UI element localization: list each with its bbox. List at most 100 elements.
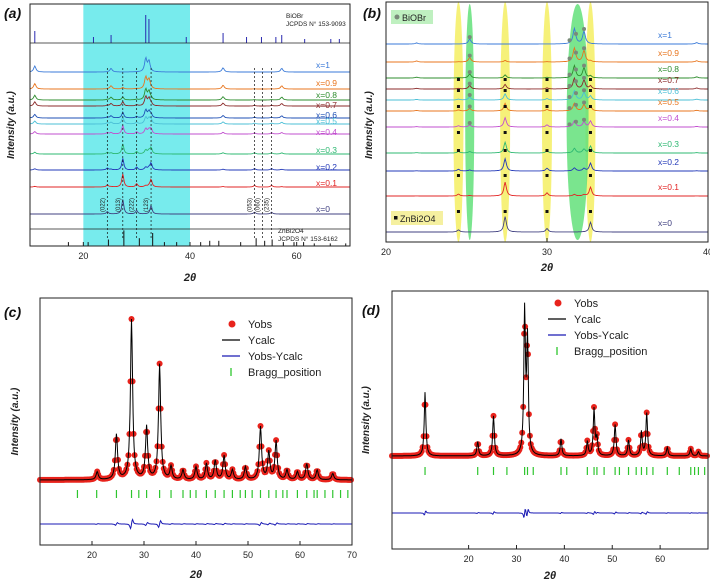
biobr-marker <box>573 91 578 96</box>
x-axis-tick-label: 20 <box>87 550 97 560</box>
ycalc-line <box>40 318 352 481</box>
biobr-ref-name: BiOBr <box>286 13 304 20</box>
miller-index-label: (022) <box>100 198 106 212</box>
biobr-marker <box>567 94 572 99</box>
znbi2o4-marker <box>545 131 549 134</box>
biobr-marker <box>573 119 578 124</box>
znbi2o4-ref-card: JCPDS N° 153-6162 <box>278 235 338 243</box>
ycalc-line <box>392 302 708 457</box>
legend-ycalc-text: Ycalc <box>574 314 601 326</box>
znbi2o4-marker <box>545 105 549 108</box>
biobr-marker <box>567 72 572 77</box>
x-axis-label: 2θ <box>189 569 202 581</box>
series-label: x=0.5 <box>658 97 679 107</box>
znbi2o4-marker <box>503 210 507 213</box>
yellow-highlight-band <box>453 2 464 242</box>
x-axis-tick-label: 30 <box>542 247 552 257</box>
x-axis-label: 2θ <box>183 272 196 284</box>
legend-yobs-text: Yobs <box>248 319 273 331</box>
biobr-marker <box>582 46 587 51</box>
trace-x=0.7 <box>386 76 708 90</box>
znbi2o4-ref-name: ZnBi2O4 <box>278 228 304 235</box>
znbi2o4-legend-marker <box>394 216 398 220</box>
biobr-marker <box>467 121 472 126</box>
series-label: x=0.4 <box>316 127 337 137</box>
trace-x=0.7 <box>29 94 350 107</box>
legend-yobs-marker <box>554 299 562 307</box>
miller-index-label: (235) <box>265 198 271 212</box>
znbi2o4-marker <box>503 105 507 108</box>
x-axis-tick-label: 20 <box>464 554 474 564</box>
trace-x=0.4 <box>386 116 708 128</box>
series-label: x=0.7 <box>316 100 337 110</box>
znbi2o4-marker <box>588 210 592 213</box>
znbi2o4-legend-text: ZnBi2O4 <box>400 214 436 224</box>
x-axis-label: 2θ <box>543 570 556 582</box>
trace-x=0.9 <box>29 74 350 90</box>
legend-yobs-marker <box>228 320 236 328</box>
biobr-legend-text: BiOBr <box>402 13 426 23</box>
series-label: x=0.1 <box>658 182 679 192</box>
znbi2o4-marker <box>588 174 592 177</box>
znbi2o4-marker <box>456 78 460 81</box>
x-axis-tick-label: 60 <box>295 550 305 560</box>
trace-x=0.5 <box>29 115 350 125</box>
znbi2o4-marker <box>456 131 460 134</box>
biobr-marker <box>567 83 572 88</box>
legend-yobs-text: Yobs <box>574 298 599 310</box>
znbi2o4-marker <box>503 78 507 81</box>
plot-frame <box>39 297 353 546</box>
y-axis-label: Intensity (a.u.) <box>361 385 372 453</box>
y-axis-label: Intensity (a.u.) <box>6 90 17 158</box>
series-label: x=0.2 <box>316 162 337 172</box>
x-axis-label: 2θ <box>540 262 553 274</box>
biobr-legend-marker <box>394 14 400 20</box>
x-axis-tick-label: 60 <box>655 554 665 564</box>
biobr-marker <box>567 122 572 127</box>
biobr-ref-card: JCPDS N° 153-9093 <box>286 20 346 28</box>
miller-index-label: (222) <box>130 198 136 212</box>
trace-x=0.6 <box>386 89 708 101</box>
miller-index-label: (060) <box>256 198 262 212</box>
znbi2o4-legend-box <box>391 211 443 225</box>
series-label: x=0.2 <box>658 157 679 167</box>
biobr-marker <box>567 56 572 61</box>
miller-index-label: (013) <box>116 198 122 212</box>
x-axis-tick-label: 20 <box>78 251 88 261</box>
yellow-highlight-band <box>500 2 511 242</box>
panel-label: (d) <box>362 302 380 318</box>
znbi2o4-marker <box>503 174 507 177</box>
yellow-highlight-band <box>542 2 552 242</box>
znbi2o4-marker <box>545 78 549 81</box>
trace-x=1 <box>29 56 350 73</box>
series-label: x=0.9 <box>316 78 337 88</box>
x-axis-tick-label: 40 <box>185 251 195 261</box>
biobr-marker <box>467 35 472 40</box>
y-axis-label: Intensity (a.u.) <box>10 387 21 455</box>
biobr-marker <box>467 70 472 75</box>
znbi2o4-marker <box>545 89 549 92</box>
trace-x=0.6 <box>29 108 350 119</box>
series-label: x=0.7 <box>658 75 679 85</box>
x-axis-tick-label: 60 <box>292 251 302 261</box>
trace-x=0 <box>386 216 708 233</box>
trace-x=0.5 <box>386 102 708 112</box>
series-label: x=0.3 <box>658 139 679 149</box>
difference-line <box>40 518 352 530</box>
biobr-marker <box>467 81 472 86</box>
biobr-marker <box>467 104 472 109</box>
biobr-marker <box>573 102 578 107</box>
biobr-marker <box>467 53 472 58</box>
trace-x=1 <box>386 26 708 45</box>
znbi2o4-marker <box>545 174 549 177</box>
biobr-legend-box <box>391 10 433 24</box>
trace-x=0.8 <box>386 63 708 79</box>
series-label: x=1 <box>316 60 330 70</box>
series-label: x=0.8 <box>658 64 679 74</box>
znbi2o4-marker <box>588 131 592 134</box>
legend-bragg-text: Bragg_position <box>248 367 321 379</box>
trace-x=0.1 <box>386 181 708 197</box>
biobr-marker <box>582 88 587 93</box>
znbi2o4-marker <box>588 105 592 108</box>
